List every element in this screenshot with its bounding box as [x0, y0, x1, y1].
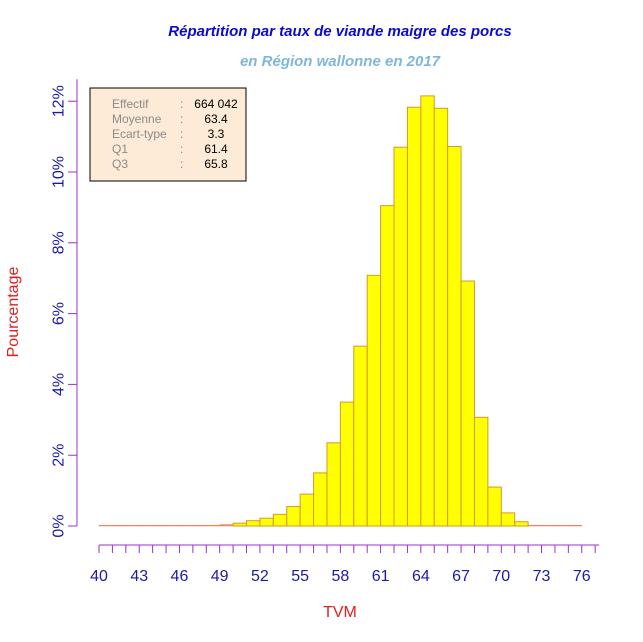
- y-tick-label: 0%: [51, 514, 68, 537]
- histogram-bar: [568, 524, 583, 527]
- y-axis-ticks: 0% 2% 4% 6% 8% 10% 12%: [51, 85, 77, 538]
- x-tick-label: 76: [573, 568, 591, 585]
- stat-value: 3.3: [208, 127, 225, 141]
- chart-subtitle: en Région wallonne en 2017: [240, 53, 441, 70]
- histogram-bar: [326, 442, 341, 527]
- histogram-bar: [206, 524, 220, 527]
- histogram-bar: [366, 274, 382, 527]
- stat-separator: :: [180, 142, 183, 156]
- histogram-bar: [433, 107, 449, 527]
- histogram-bar: [420, 95, 435, 527]
- histogram-bar: [259, 517, 274, 527]
- histogram-bar: [219, 524, 234, 527]
- histogram-bar: [232, 522, 248, 527]
- histogram-bar: [112, 524, 127, 527]
- stat-separator: :: [180, 112, 183, 126]
- x-tick-label: 70: [492, 568, 510, 585]
- histogram-bar: [554, 524, 569, 527]
- histogram-bar: [138, 524, 153, 527]
- stat-value: 61.4: [204, 142, 228, 156]
- histogram-bar: [514, 521, 529, 527]
- histogram-bar: [406, 106, 422, 527]
- histogram-bar: [541, 524, 556, 527]
- histogram-bar: [380, 205, 395, 527]
- histogram-bar: [527, 524, 542, 527]
- x-tick-label: 43: [130, 568, 148, 585]
- x-tick-label: 64: [412, 568, 430, 585]
- stat-value: 63.4: [204, 112, 228, 126]
- histogram-bar: [473, 416, 489, 527]
- x-tick-label: 67: [452, 568, 470, 585]
- y-tick-label: 2%: [51, 444, 68, 467]
- histogram-bar: [460, 280, 475, 527]
- chart-title: Répartition par taux de viande maigre de…: [168, 23, 511, 40]
- x-tick-label: 55: [291, 568, 309, 585]
- histogram-bar: [500, 512, 516, 527]
- x-tick-label: 49: [211, 568, 229, 585]
- stat-label: Moyenne: [112, 112, 162, 126]
- stats-box: Effectif:664 042Moyenne:63.4Ecart-type:3…: [89, 87, 247, 182]
- stat-separator: :: [180, 97, 183, 111]
- bars-group: [98, 95, 583, 527]
- histogram-bar: [125, 524, 140, 527]
- stats-rows: Effectif:664 042Moyenne:63.4Ecart-type:3…: [112, 97, 238, 171]
- stat-separator: :: [180, 157, 183, 171]
- stat-label: Q1: [112, 142, 128, 156]
- stat-label: Ecart-type: [112, 127, 167, 141]
- y-tick-label: 10%: [51, 156, 68, 188]
- histogram-bar: [299, 493, 315, 527]
- y-tick-label: 8%: [51, 231, 68, 254]
- histogram-bar: [272, 513, 288, 527]
- histogram-bar: [447, 146, 462, 527]
- x-tick-label: 58: [331, 568, 349, 585]
- histogram-bar: [192, 524, 207, 527]
- histogram-bar: [487, 486, 502, 527]
- stat-value: 664 042: [194, 97, 238, 111]
- histogram-bar: [98, 524, 113, 527]
- stat-label: Effectif: [112, 97, 149, 111]
- stat-value: 65.8: [204, 157, 228, 171]
- stat-separator: :: [180, 127, 183, 141]
- x-axis-label: TVM: [323, 604, 357, 621]
- y-tick-label: 6%: [51, 302, 68, 325]
- stats-box-frame: [89, 87, 247, 182]
- histogram-bar: [286, 506, 301, 527]
- x-tick-label: 61: [372, 568, 390, 585]
- x-tick-label: 73: [533, 568, 551, 585]
- histogram-bar: [353, 345, 368, 527]
- x-tick-label: 46: [171, 568, 189, 585]
- y-tick-label: 12%: [51, 85, 68, 117]
- x-axis-ticks: 40 43 46 49 52 55 58 61 64 67 70 73 76: [90, 545, 596, 585]
- histogram-bar: [393, 146, 408, 527]
- histogram-bar: [313, 472, 328, 527]
- x-tick-label: 40: [90, 568, 108, 585]
- stat-label: Q3: [112, 157, 128, 171]
- y-tick-label: 4%: [51, 373, 68, 396]
- histogram-bar: [165, 524, 180, 527]
- x-tick-label: 52: [251, 568, 269, 585]
- histogram-bar: [339, 401, 355, 527]
- histogram-bar: [179, 524, 194, 527]
- y-axis-label: Pourcentage: [5, 267, 22, 358]
- histogram-bar: [152, 524, 167, 527]
- histogram-bar: [246, 520, 261, 527]
